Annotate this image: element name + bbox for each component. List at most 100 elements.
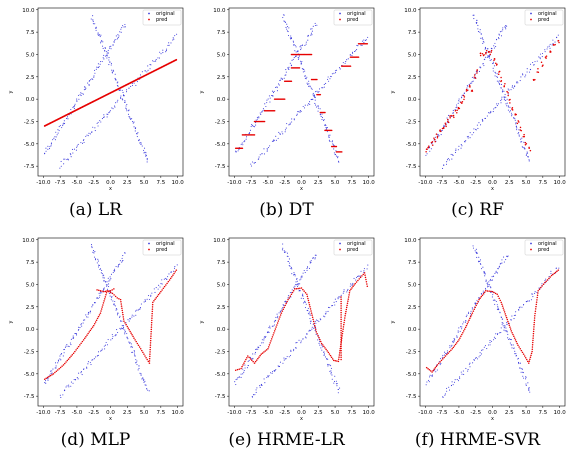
original-point [310, 32, 312, 34]
original-point [454, 338, 456, 341]
original-point [103, 287, 105, 289]
pred-point [471, 89, 473, 92]
original-point [326, 131, 328, 133]
pred-point [45, 377, 47, 380]
original-point [315, 322, 317, 324]
pred-point [427, 367, 429, 370]
original-point [283, 77, 285, 79]
original-point [124, 26, 126, 28]
pred-point [168, 279, 171, 281]
pred-point [523, 133, 525, 136]
original-point [105, 55, 107, 57]
original-point [102, 47, 104, 50]
original-point [75, 334, 78, 336]
original-point [150, 294, 152, 296]
original-point [529, 63, 532, 65]
pred-point [532, 332, 535, 335]
pred-point [75, 349, 77, 351]
pred-point [336, 360, 338, 362]
original-point [128, 320, 130, 322]
pred-point [96, 317, 99, 320]
original-point [318, 320, 320, 323]
pred-point [148, 362, 151, 364]
pred-point [340, 300, 342, 303]
original-point [125, 105, 127, 107]
original-point [287, 295, 290, 297]
original-point [106, 288, 109, 290]
original-point [84, 88, 86, 90]
original-point [290, 266, 292, 268]
original-point [495, 270, 497, 272]
original-point [251, 124, 253, 126]
original-point [514, 353, 516, 355]
pred-point [488, 290, 490, 292]
original-point [482, 40, 484, 42]
original-point [131, 118, 133, 120]
original-point [321, 113, 323, 115]
original-point [262, 342, 264, 344]
original-point [525, 378, 527, 380]
pred-point [431, 144, 434, 146]
pred-point [270, 338, 273, 340]
original-point [477, 28, 479, 30]
original-point [113, 70, 115, 72]
y-tick-label: -5.0 [215, 142, 226, 148]
original-point [437, 134, 439, 136]
subfigure-caption: (d) MLP [60, 430, 131, 450]
original-point [332, 144, 335, 146]
original-point [329, 370, 331, 372]
original-point [162, 52, 164, 54]
original-point [323, 119, 325, 121]
pred-point [327, 351, 330, 354]
original-point [104, 344, 107, 346]
original-point [532, 61, 534, 64]
original-point [483, 65, 485, 67]
pred-point [465, 324, 468, 327]
pred-point [151, 317, 153, 319]
pred-point [530, 352, 533, 355]
original-point [129, 116, 131, 118]
original-point [293, 118, 295, 120]
original-point [113, 105, 116, 107]
original-point [163, 278, 165, 280]
original-point [139, 306, 142, 309]
original-point [64, 158, 66, 160]
original-point [346, 59, 348, 61]
original-point [484, 272, 486, 274]
original-point [486, 115, 488, 117]
original-point [344, 62, 346, 64]
original-point [499, 83, 501, 86]
original-point [100, 41, 102, 43]
original-point [330, 365, 332, 367]
original-point [131, 351, 133, 353]
original-point [116, 85, 118, 87]
x-tick-label: 2.5 [314, 180, 323, 186]
original-point [484, 275, 486, 277]
original-point [125, 91, 128, 93]
original-point [159, 51, 161, 53]
pred-point [150, 324, 153, 326]
pred-point [304, 291, 307, 294]
original-point [144, 151, 146, 153]
original-point [493, 108, 495, 110]
pred-point [456, 111, 458, 114]
plot-frame [419, 237, 566, 407]
original-point [248, 359, 250, 362]
original-point [483, 271, 486, 273]
original-point [438, 135, 440, 137]
original-point [104, 348, 106, 350]
original-point [447, 157, 449, 160]
original-point [109, 47, 111, 49]
original-point [292, 58, 294, 60]
original-point [126, 89, 128, 91]
original-point [506, 331, 508, 333]
original-point [495, 46, 497, 48]
original-point [312, 92, 314, 94]
pred-point [267, 348, 269, 350]
original-point [308, 83, 310, 85]
pred-point [127, 327, 129, 329]
original-point [102, 45, 104, 47]
original-point [306, 76, 308, 78]
original-point [90, 79, 92, 81]
